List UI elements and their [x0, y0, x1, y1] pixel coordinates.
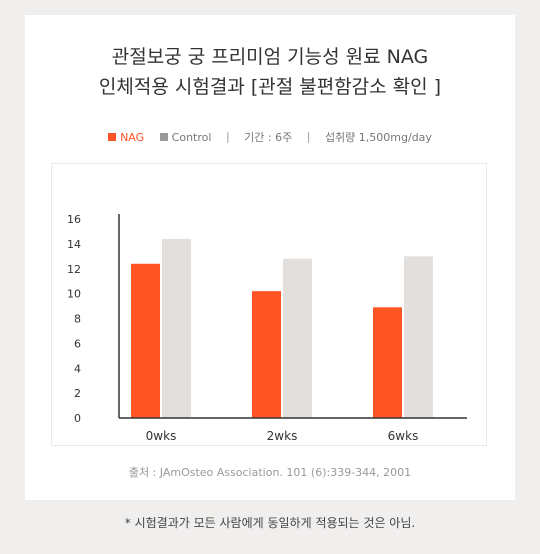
y-tick-label: 14 [67, 238, 81, 251]
chart-legend: NAG Control | 기간 : 6주 | 섭취량 1,500mg/day [25, 129, 515, 145]
y-tick-label: 4 [74, 362, 81, 375]
bar-nag-2wks [252, 291, 281, 418]
result-card: 관절보궁 궁 프리미엄 기능성 원료 NAG 인체적용 시험결과 [관절 불편함… [25, 15, 515, 500]
y-tick-label: 16 [67, 213, 81, 226]
y-tick-label: 2 [74, 387, 81, 400]
legend-item-control: Control [159, 130, 212, 144]
bar-control-6wks [404, 256, 433, 418]
y-tick-label: 0 [74, 412, 81, 425]
y-tick-label: 8 [74, 313, 81, 326]
x-tick-label: 2wks [267, 429, 298, 443]
legend-separator: | [306, 130, 311, 143]
legend-period: 기간 : 6주 [244, 131, 293, 144]
bar-chart: 0 2 4 6 8 10 12 14 16 0wks 2wks 6wks [67, 213, 467, 443]
x-tick-label: 0wks [146, 429, 177, 443]
legend-dose: 섭취량 1,500mg/day [324, 131, 432, 144]
bar-control-2wks [283, 258, 312, 418]
bar-nag-0wks [131, 263, 160, 418]
legend-label-nag: NAG [120, 130, 145, 144]
y-tick-label: 12 [67, 263, 81, 276]
disclaimer-footnote: * 시험결과가 모든 사람에게 동일하게 적용되는 것은 아님. [124, 516, 416, 530]
x-tick-label: 6wks [388, 429, 419, 443]
title-line-2: 인체적용 시험결과 [관절 불편함감소 확인 ] [98, 76, 442, 98]
bar-nag-6wks [373, 307, 402, 418]
legend-label-control: Control [171, 130, 212, 144]
legend-swatch-nag [108, 132, 117, 141]
y-tick-label: 10 [67, 288, 81, 301]
source-citation: 출처 : JAmOsteo Association. 101 (6):339-3… [128, 466, 412, 479]
legend-separator: | [225, 130, 230, 143]
chart-title: 관절보궁 궁 프리미엄 기능성 원료 NAG 인체적용 시험결과 [관절 불편함… [25, 42, 515, 102]
y-tick-label: 6 [74, 337, 81, 350]
legend-item-nag: NAG [108, 131, 144, 144]
legend-swatch-control [159, 132, 168, 141]
plot-frame: 0 2 4 6 8 10 12 14 16 0wks 2wks 6wks [51, 163, 487, 446]
title-line-1: 관절보궁 궁 프리미엄 기능성 원료 NAG [111, 46, 429, 68]
bar-control-0wks [162, 238, 191, 418]
